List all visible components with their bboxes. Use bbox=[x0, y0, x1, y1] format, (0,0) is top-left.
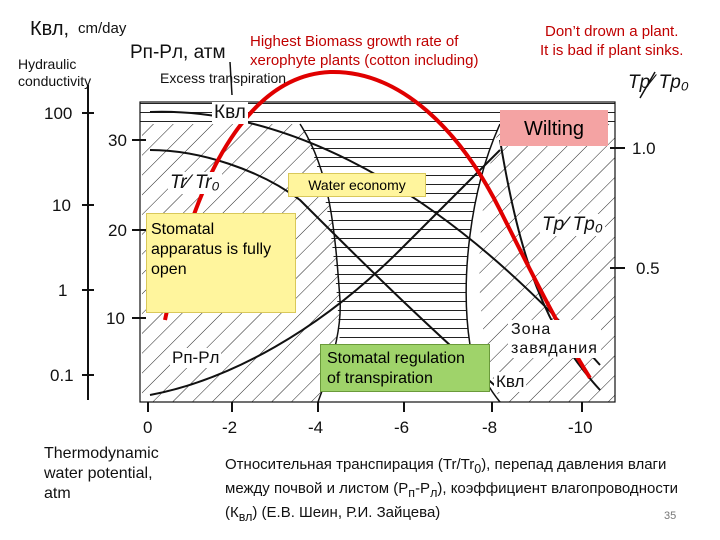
pp-pl-curve bbox=[149, 149, 501, 396]
x-label-2: -2 bbox=[222, 418, 238, 437]
wilting-box bbox=[500, 110, 608, 146]
highest-biomass-label: Highest Biomass growth rate of xerophyte… bbox=[250, 33, 479, 69]
x-label-0: 0 bbox=[143, 418, 153, 437]
tp-curve bbox=[499, 139, 601, 391]
kvl-label: Квл, bbox=[30, 18, 70, 40]
caption-sub-l: л bbox=[430, 486, 438, 500]
kvl-inner-top: Квл bbox=[212, 102, 248, 124]
tick-label-1: 1 bbox=[58, 281, 68, 300]
tr-tr0-label: Tr⁄ Tr₀ bbox=[168, 172, 222, 194]
pp-pl-inner-label: Рп-Рл bbox=[170, 348, 222, 368]
x-label-10: -10 bbox=[568, 418, 593, 437]
stomatal-open-box: Stomatal apparatus is fully open bbox=[146, 213, 296, 313]
tick-label-100: 100 bbox=[44, 104, 73, 123]
tp-tp0-inner-label: Tp⁄ Tp₀ bbox=[540, 214, 605, 236]
tick-label-10: 10 bbox=[52, 196, 71, 215]
x-label-6: -6 bbox=[394, 418, 410, 437]
tick-label-right-1: 1.0 bbox=[632, 139, 656, 158]
tick-label-20: 20 bbox=[108, 221, 127, 240]
dont-drown-label: Don’t drown a plant. It is bad if plant … bbox=[540, 23, 684, 59]
tick-label-10-inner: 10 bbox=[106, 309, 125, 328]
x-label-8: -8 bbox=[482, 418, 498, 437]
caption-part3: -Р bbox=[415, 480, 431, 497]
stomatal-regulation-box: Stomatal regulation of transpiration bbox=[320, 344, 490, 392]
caption-sub-vl: вл bbox=[238, 510, 253, 524]
caption-part1: Относительная транспирация (Tr/Tr bbox=[225, 456, 475, 473]
tp-tp0-label: Tp⁄ Tp₀ bbox=[628, 72, 689, 93]
arrow-pp-pl bbox=[229, 61, 233, 96]
arrow-tp bbox=[639, 71, 656, 99]
tick-label-right-05: 0.5 bbox=[636, 259, 660, 278]
kvl-curve bbox=[149, 110, 601, 366]
tick-label-30: 30 bbox=[108, 131, 127, 150]
caption-sub0: 0 bbox=[474, 462, 482, 476]
caption-part4: ), коэффициент влагопроводности (К bbox=[225, 480, 679, 521]
caption-sub-p: п bbox=[408, 486, 416, 500]
tr-curve bbox=[149, 149, 501, 391]
pp-pl-label: Рп-Рл, атм bbox=[130, 42, 226, 63]
slide-number: 35 bbox=[664, 510, 677, 522]
plot-frame bbox=[139, 101, 616, 403]
zona-zavyadaniya-label: Зона завядания bbox=[508, 320, 601, 358]
tick-label-01: 0.1 bbox=[50, 366, 74, 385]
caption: Относительная транспирация (Tr/Tr0), пер… bbox=[225, 455, 695, 527]
kvl-inner-bottom: Квл bbox=[494, 372, 527, 392]
hatch-horizontal-top bbox=[140, 102, 615, 124]
hydraulic-label: Hydraulic conductivity bbox=[18, 56, 92, 89]
wilting-label: Wilting bbox=[523, 117, 584, 140]
caption-part2: ), перепад давления влаги между почвой и… bbox=[225, 456, 667, 497]
x-label-4: -4 bbox=[308, 418, 324, 437]
excess-transpiration-label: Excess transpiration bbox=[160, 70, 287, 86]
thermodynamic-label: Thermodynamic water potential, atm bbox=[44, 445, 159, 502]
caption-part5: ) (Е.В. Шеин, Р.И. Зайцева) bbox=[252, 504, 441, 521]
water-economy-box: Water economy bbox=[288, 173, 426, 197]
red-biomass-curve bbox=[163, 69, 592, 380]
unit-label: cm/day bbox=[78, 20, 127, 37]
